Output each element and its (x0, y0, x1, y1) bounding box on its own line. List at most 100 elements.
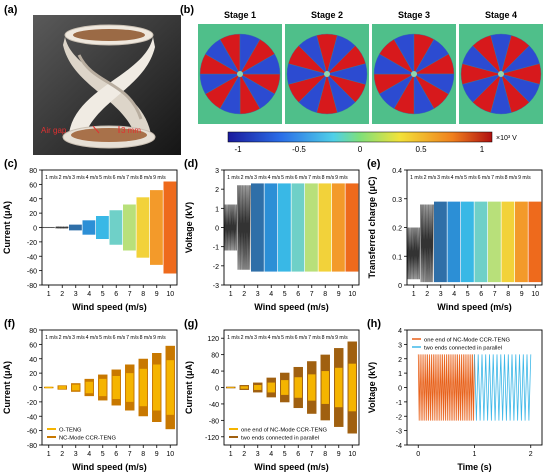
signal-segment (406, 227, 421, 280)
x-axis-label: Wind speed (m/s) (254, 302, 328, 312)
stage-hub (498, 71, 504, 77)
panel-label-c: (c) (4, 158, 18, 170)
y-tick-label: 60 (29, 342, 37, 349)
speed-label: 3 m/s (254, 175, 267, 181)
chart-current-f: -80 -60 -40 -20 0 20 40 60 80 1 2 3 4 5 6 7 8 9 10 Wind spe… (2, 328, 178, 472)
x-tick-label: 8 (141, 291, 145, 298)
signal-segment (163, 181, 177, 274)
y-tick-label: 0.3 (392, 197, 402, 204)
speed-label: 7 m/s (308, 175, 321, 181)
speed-label: 2 m/s (59, 335, 72, 341)
x-axis-label: Wind speed (m/s) (72, 302, 146, 312)
x-tick-label: 7 (310, 291, 314, 298)
y-tick-label: -20 (27, 400, 37, 407)
x-axis-label: Wind speed (m/s) (72, 462, 146, 472)
x-tick-label: 5 (101, 451, 105, 458)
x-tick-label: 2 (60, 291, 64, 298)
colorbar-tick-label: 1 (480, 145, 485, 154)
device-photo: Air gap 3 mm (33, 15, 181, 155)
y-tick-label: 1 (215, 206, 219, 213)
stages-figure: Stage 1 Stage 2 Stage 3 Stage 4 -1 -0.5 0 0.5 1… (198, 10, 543, 154)
series-band (294, 377, 302, 398)
dimension-label: 3 mm (121, 126, 141, 135)
y-tick-label: 40 (211, 369, 219, 376)
y-tick-label: -3 (396, 429, 402, 436)
x-tick-label: 3 (256, 291, 260, 298)
legend-label: one end of NC-Mode CCR-TENG (241, 428, 328, 434)
signal-segment (345, 183, 359, 272)
x-tick-label: 6 (296, 451, 300, 458)
speed-label: 1 m/s (227, 175, 240, 181)
speed-label: 4 m/s (86, 335, 99, 341)
y-tick-label: 20 (29, 371, 37, 378)
series-band (281, 380, 289, 395)
y-tick-label: -40 (27, 414, 37, 421)
y-tick-label: 40 (29, 357, 37, 364)
x-tick-label: 10 (348, 291, 356, 298)
series-line (417, 354, 475, 421)
x-tick-label: 9 (337, 451, 341, 458)
x-tick-label: 10 (348, 451, 356, 458)
signal-segment (109, 210, 123, 245)
x-tick-label: 7 (128, 451, 132, 458)
y-tick-label: 0 (215, 386, 219, 393)
y-tick-label: 4 (398, 328, 402, 335)
speed-label: 6 m/s (478, 175, 491, 181)
speed-label: 3 m/s (72, 175, 85, 181)
y-tick-label: 2 (215, 187, 219, 194)
y-tick-label: -80 (209, 418, 219, 425)
speed-label: 7 m/s (308, 335, 321, 341)
plot-frame (223, 329, 360, 446)
x-tick-label: 1 (47, 451, 51, 458)
y-tick-label: 0 (398, 386, 402, 393)
signal-segment (528, 201, 542, 283)
series-band (227, 387, 235, 388)
y-tick-label: -4 (396, 443, 402, 450)
y-axis-label: Transferred charge (μC) (367, 176, 377, 278)
y-tick-label: -60 (27, 269, 37, 276)
x-tick-label: 3 (74, 451, 78, 458)
x-tick-label: 2 (60, 451, 64, 458)
series-band (267, 382, 275, 393)
x-tick-label: 6 (114, 451, 118, 458)
y-tick-label: 60 (29, 182, 37, 189)
signal-segment (264, 183, 278, 272)
panel-label-a: (a) (4, 4, 18, 16)
x-tick-label: 3 (439, 291, 443, 298)
series-band (72, 384, 80, 391)
x-tick-label: 4 (452, 291, 456, 298)
plot-area (41, 181, 177, 274)
y-tick-label: -1 (396, 400, 402, 407)
series-band (166, 360, 174, 415)
plot-area (44, 345, 175, 430)
y-axis-label: Current (μA) (2, 361, 12, 414)
y-tick-label: -120 (205, 435, 219, 442)
signal-segment (501, 201, 515, 283)
speed-label: 6 m/s (113, 335, 126, 341)
plot-frame (41, 329, 178, 446)
x-tick-label: 8 (506, 291, 510, 298)
speed-label: 4 m/s (268, 335, 281, 341)
y-tick-label: 0 (398, 283, 402, 290)
series-band (308, 374, 316, 401)
chart-charge-e: 0 0.1 0.2 0.3 0.4 1 2 3 4 5 6 7 8 9 10 Wind speed (m/s)… (367, 168, 543, 312)
series-band (126, 373, 134, 402)
y-tick-label: -60 (27, 429, 37, 436)
y-tick-label: 0 (215, 226, 219, 233)
panel-label-g: (g) (184, 318, 199, 330)
y-axis-label: Voltage (kV) (184, 202, 194, 253)
speed-label: 8 m/s (322, 335, 335, 341)
signal-segment (332, 183, 345, 272)
series-band (99, 378, 107, 397)
speed-label: 5 m/s (464, 175, 477, 181)
signal-segment (69, 224, 82, 231)
y-tick-label: 0 (33, 386, 37, 393)
speed-label: 2 m/s (241, 335, 254, 341)
panel-label-d: (d) (184, 158, 199, 170)
stage-hub (411, 71, 417, 77)
signal-segment (55, 225, 69, 230)
x-tick-label: 5 (283, 451, 287, 458)
signal-segment (82, 220, 96, 235)
x-tick-label: 8 (323, 291, 327, 298)
x-tick-label: 8 (141, 451, 145, 458)
